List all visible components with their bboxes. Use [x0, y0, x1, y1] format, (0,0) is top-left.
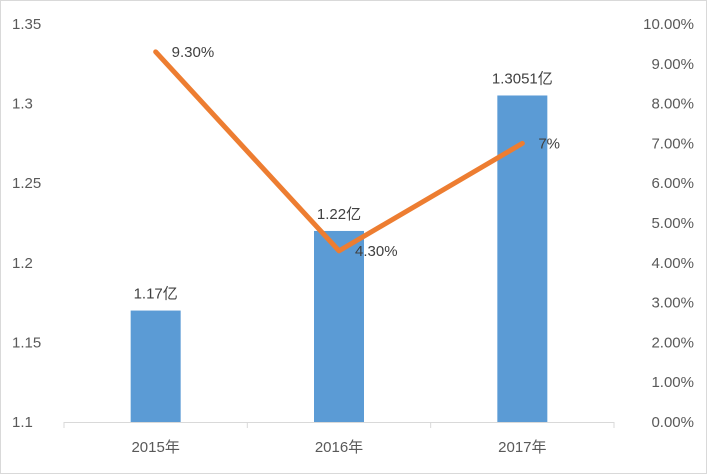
left-tick-label: 1.1	[12, 414, 33, 431]
right-tick-label: 8.00%	[651, 96, 694, 113]
right-tick-label: 10.00%	[643, 16, 694, 33]
bar-value-label: 1.17亿	[134, 286, 178, 303]
left-tick-label: 1.15	[12, 334, 41, 351]
growth-rate-line	[153, 49, 525, 254]
left-tick-label: 1.2	[12, 255, 33, 272]
bar-value-label: 1.22亿	[317, 206, 361, 223]
bar	[497, 95, 548, 422]
right-axis: 0.00% 1.00% 2.00% 3.00% 4.00% 5.00% 6.00% 7.00%…	[643, 16, 694, 431]
line-value-label: 7%	[538, 135, 560, 152]
bar	[130, 310, 181, 422]
line-series	[153, 49, 525, 254]
left-axis: 1.1 1.15 1.2 1.25 1.3 1.35	[12, 16, 41, 431]
right-tick-label: 1.00%	[651, 374, 694, 391]
data-labels: 1.17亿 1.22亿 1.3051亿 9.30% 4.30% 7%	[134, 44, 560, 303]
left-tick-label: 1.25	[12, 175, 41, 192]
left-tick-label: 1.35	[12, 16, 41, 33]
right-tick-label: 5.00%	[651, 215, 694, 232]
bar-value-label: 1.3051亿	[492, 70, 553, 87]
line-value-label: 9.30%	[172, 44, 215, 61]
bar-series	[130, 95, 548, 422]
right-tick-label: 7.00%	[651, 135, 694, 152]
right-tick-label: 2.00%	[651, 334, 694, 351]
bar	[314, 230, 364, 422]
category-label: 2017年	[498, 439, 546, 456]
right-tick-label: 4.00%	[651, 255, 694, 272]
category-label: 2015年	[131, 439, 179, 456]
x-axis: 2015年 2016年 2017年	[63, 422, 615, 456]
right-tick-label: 3.00%	[651, 295, 694, 312]
right-tick-label: 6.00%	[651, 175, 694, 192]
right-tick-label: 9.00%	[651, 56, 694, 73]
line-value-label: 4.30%	[355, 243, 398, 260]
category-label: 2016年	[315, 439, 363, 456]
left-tick-label: 1.3	[12, 96, 33, 113]
right-tick-label: 0.00%	[651, 414, 694, 431]
